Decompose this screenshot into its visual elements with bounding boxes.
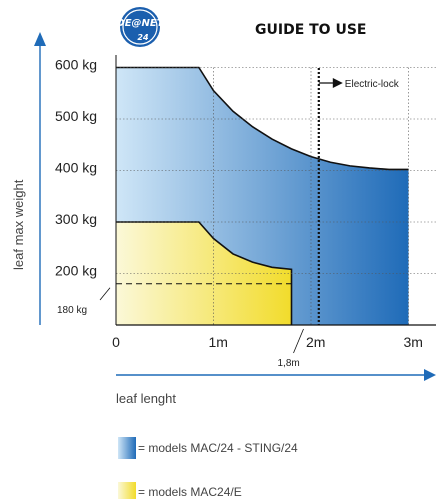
y-tick-labels: 200 kg 300 kg 400 kg 500 kg 600 kg bbox=[55, 57, 97, 279]
electric-lock-label: Electric-lock bbox=[345, 79, 400, 90]
curve-series-mac24e bbox=[116, 221, 293, 325]
brand-logo: DE@NET 24 bbox=[116, 7, 165, 47]
logo-sub: 24 bbox=[137, 33, 149, 42]
electric-lock-arrowhead bbox=[332, 78, 343, 88]
legend-swatch-blue bbox=[118, 437, 136, 459]
y-tick-label: 600 kg bbox=[55, 57, 97, 73]
y-axis-title: leaf max weight bbox=[11, 179, 26, 270]
legend-label-mac24e: = models MAC24/E bbox=[138, 485, 242, 499]
logo-text: DE@NET bbox=[116, 18, 164, 29]
limit-length-label: 1,8m bbox=[278, 358, 300, 369]
y-axis-arrow bbox=[34, 32, 46, 325]
x-tick-label: 2m bbox=[306, 334, 325, 350]
x-axis-arrow bbox=[116, 369, 436, 381]
x-tick-label: 0 bbox=[112, 334, 120, 350]
limit-weight-label: 180 kg bbox=[57, 305, 87, 316]
grid-lines bbox=[116, 67, 436, 325]
y-tick-label: 200 kg bbox=[55, 263, 97, 279]
limit-length-leader bbox=[293, 328, 304, 354]
x-axis-title: leaf lenght bbox=[116, 391, 176, 406]
y-tick-label: 500 kg bbox=[55, 108, 97, 124]
x-tick-label: 3m bbox=[404, 334, 423, 350]
chart-title: GUIDE TO USE bbox=[255, 22, 366, 38]
legend-swatch-yellow bbox=[118, 482, 136, 499]
legend: = models MAC/24 - STING/24 = models MAC2… bbox=[118, 437, 298, 499]
curve-series-mac24-sting24 bbox=[116, 66, 409, 171]
y-tick-label: 300 kg bbox=[55, 211, 97, 227]
legend-label-mac24-sting24: = models MAC/24 - STING/24 bbox=[138, 441, 298, 455]
x-tick-labels: 0 1m 2m 3m bbox=[112, 334, 423, 350]
x-tick-label: 1m bbox=[209, 334, 228, 350]
y-tick-label: 400 kg bbox=[55, 160, 97, 176]
limit-weight-leader bbox=[99, 287, 111, 301]
